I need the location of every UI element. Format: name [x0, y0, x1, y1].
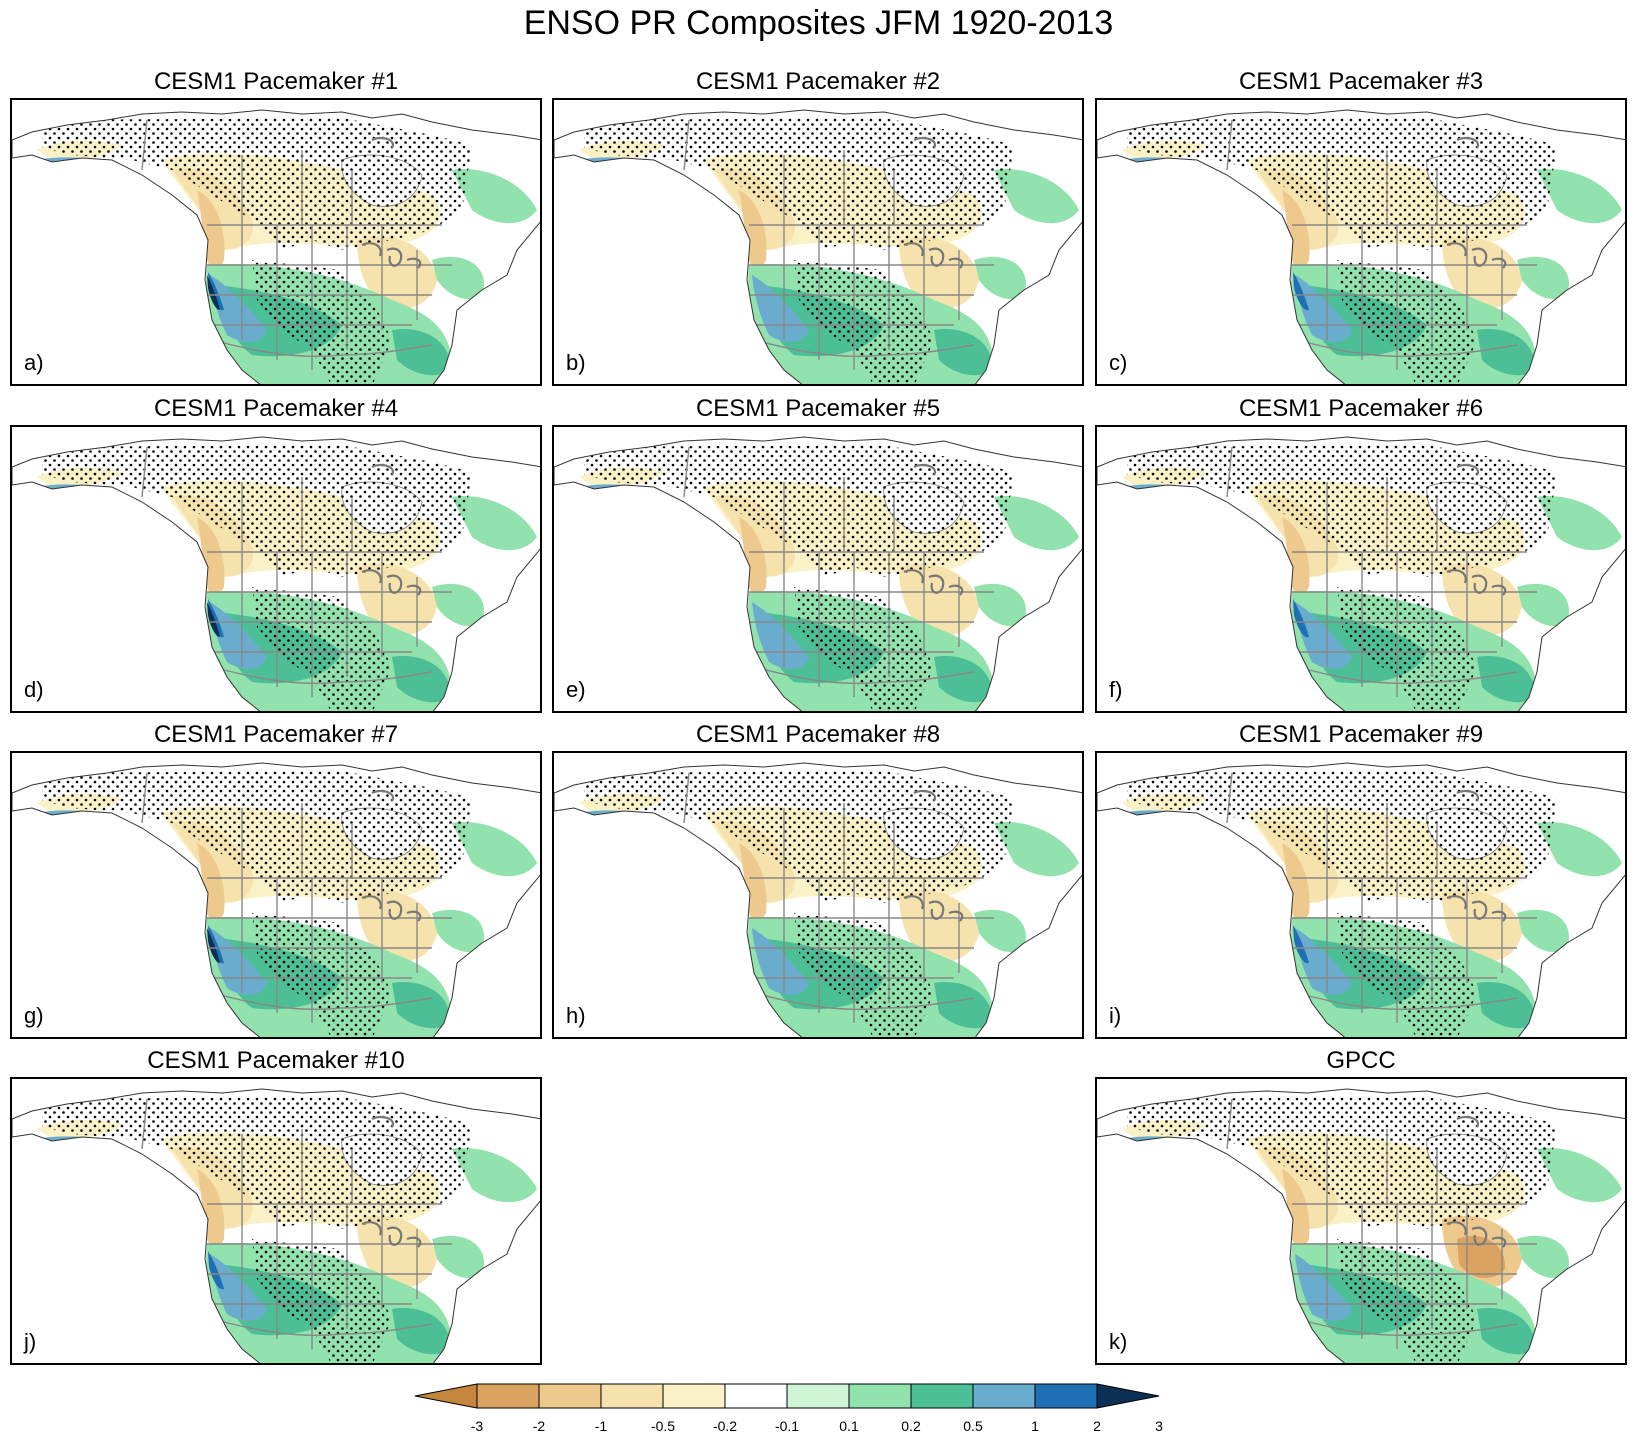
precipitation-map [554, 109, 1082, 384]
map-panel: a) [10, 98, 542, 386]
panel-title: CESM1 Pacemaker #7 [153, 721, 399, 748]
precipitation-map [1097, 762, 1625, 1037]
precipitation-map [1097, 436, 1625, 711]
colorbar-tick-label: -0.5 [650, 1418, 676, 1434]
precipitation-map [12, 109, 540, 384]
panel-title: CESM1 Pacemaker #8 [695, 721, 941, 748]
panel-label: f) [1109, 677, 1123, 702]
precipitation-map [554, 762, 1082, 1037]
colorbar-tick-label: 1 [1031, 1418, 1039, 1434]
colorbar-tick-label: -0.1 [774, 1418, 800, 1434]
map-panel: h) [552, 751, 1084, 1039]
panel-title: CESM1 Pacemaker #1 [153, 68, 399, 95]
colorbar-box [724, 1383, 788, 1409]
colorbar-tick-label: -3 [470, 1418, 484, 1434]
panel-title: GPCC [1326, 1047, 1396, 1074]
panel-title: CESM1 Pacemaker #9 [1238, 721, 1484, 748]
panel-label: e) [566, 677, 586, 702]
map-panel: k) [1095, 1077, 1627, 1365]
panel-label: h) [566, 1003, 586, 1028]
panel-label: c) [1109, 350, 1128, 375]
colorbar-tick-label: 0.5 [963, 1418, 983, 1434]
colorbar-box [786, 1383, 850, 1409]
colorbar-tick-label: 3 [1155, 1418, 1163, 1434]
precipitation-map [1097, 1088, 1625, 1363]
colorbar-box [848, 1383, 912, 1409]
panel-label: j) [24, 1329, 37, 1354]
panel-title: CESM1 Pacemaker #3 [1238, 68, 1484, 95]
colorbar-tick-label: 2 [1093, 1418, 1101, 1434]
panel-label: k) [1109, 1329, 1128, 1354]
panel-label: d) [24, 677, 44, 702]
precipitation-map [554, 436, 1082, 711]
colorbar-max-triangle [1096, 1383, 1160, 1409]
colorbar-box [1034, 1383, 1098, 1409]
colorbar-box [910, 1383, 974, 1409]
panel-label: b) [566, 350, 586, 375]
map-panel: g) [10, 751, 542, 1039]
colorbar-box [476, 1383, 540, 1409]
colorbar-min-triangle [414, 1383, 478, 1409]
panel-title: CESM1 Pacemaker #5 [695, 395, 941, 422]
precipitation-map [1097, 109, 1625, 384]
precipitation-map [12, 1088, 540, 1363]
panel-label: a) [24, 350, 44, 375]
map-panel: c) [1095, 98, 1627, 386]
panel-title: CESM1 Pacemaker #10 [147, 1047, 405, 1074]
map-panel: f) [1095, 425, 1627, 713]
map-panel: i) [1095, 751, 1627, 1039]
colorbar-box [600, 1383, 664, 1409]
colorbar-box [662, 1383, 726, 1409]
colorbar-box [538, 1383, 602, 1409]
panel-title: CESM1 Pacemaker #2 [695, 68, 941, 95]
colorbar-tick-label: -1 [594, 1418, 608, 1434]
colorbar-tick-label: 0.2 [901, 1418, 921, 1434]
precipitation-map [12, 436, 540, 711]
panel-title: CESM1 Pacemaker #4 [153, 395, 399, 422]
colorbar-tick-label: -2 [532, 1418, 546, 1434]
panel-title: CESM1 Pacemaker #6 [1238, 395, 1484, 422]
map-panel: e) [552, 425, 1084, 713]
colorbar-tick-label: -0.2 [712, 1418, 738, 1434]
colorbar-box [972, 1383, 1036, 1409]
map-panel: j) [10, 1077, 542, 1365]
map-panel: b) [552, 98, 1084, 386]
panel-label: g) [24, 1003, 44, 1028]
colorbar-tick-label: 0.1 [839, 1418, 859, 1434]
map-panel: d) [10, 425, 542, 713]
precipitation-map [12, 762, 540, 1037]
figure-title: ENSO PR Composites JFM 1920-2013 [523, 4, 1114, 42]
panel-label: i) [1109, 1003, 1122, 1028]
